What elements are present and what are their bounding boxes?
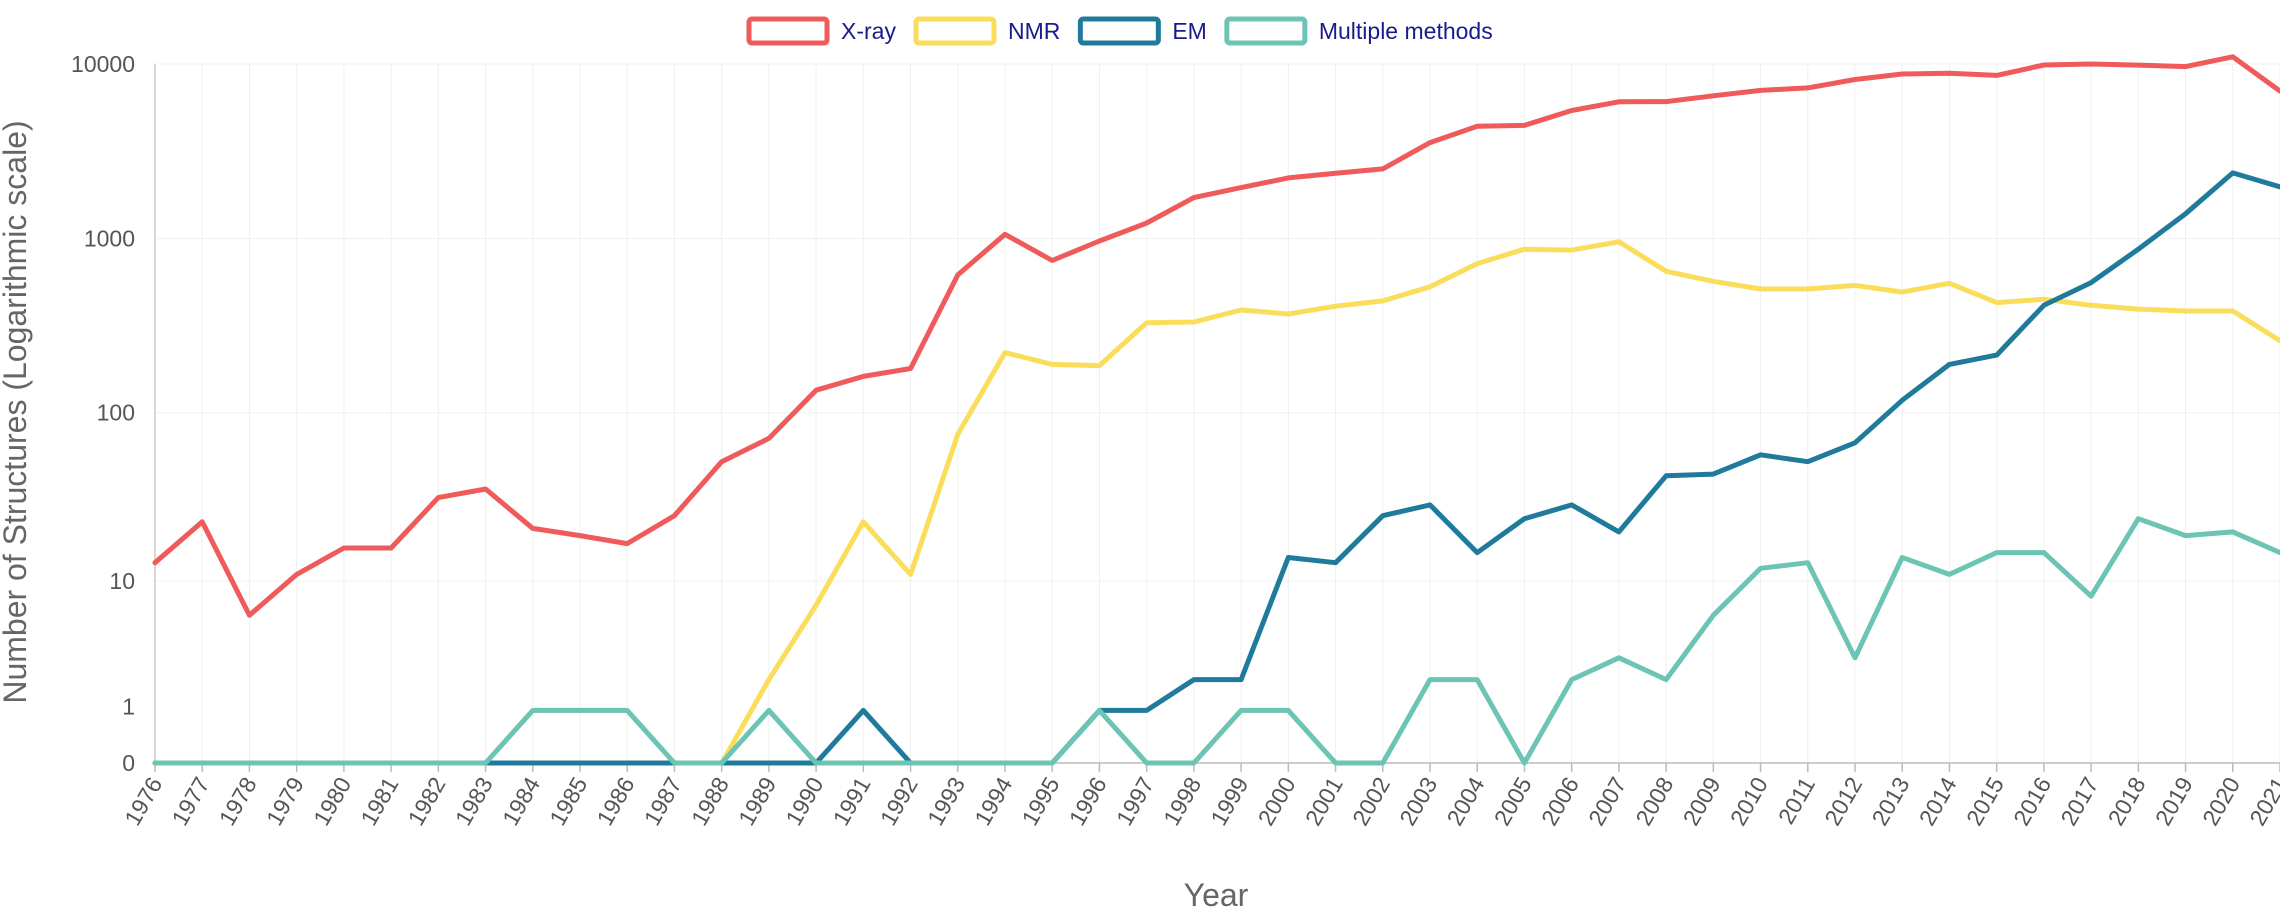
x-tick-label: 2013 xyxy=(1866,773,1914,830)
x-tick-label: 1978 xyxy=(214,773,262,830)
x-tick-label: 1976 xyxy=(119,773,167,830)
y-tick-label: 1 xyxy=(122,693,135,719)
series-line-em xyxy=(152,170,2280,766)
x-tick-label: 1989 xyxy=(733,773,781,830)
y-tick-label: 0 xyxy=(122,750,135,776)
legend-swatch xyxy=(1224,16,1308,46)
axes: 0 1 10 100 1000 10000 1976 1977 1978 1979 1980 1981… xyxy=(71,51,2280,830)
x-tick-label: 1996 xyxy=(1064,773,1112,830)
y-axis-title: Number of Structures (Logarithmic scale) xyxy=(0,120,33,703)
x-tick-label: 2020 xyxy=(2197,773,2245,830)
x-tick-label: 1990 xyxy=(780,773,828,830)
x-tick-label: 1999 xyxy=(1205,773,1253,830)
legend-swatch xyxy=(1077,16,1161,46)
x-tick-label: 2010 xyxy=(1725,773,1773,830)
x-tick-label: 1998 xyxy=(1158,773,1206,830)
x-tick-label: 2002 xyxy=(1347,773,1395,830)
y-tick-label: 10000 xyxy=(71,51,135,77)
x-tick-label: 1991 xyxy=(828,773,876,830)
x-tick-label: 2012 xyxy=(1819,773,1867,830)
x-tick-label: 2014 xyxy=(1914,772,1962,829)
legend[interactable]: X-ray NMR EM Multiple methods xyxy=(746,16,1493,46)
y-tick-label: 1000 xyxy=(84,226,135,252)
legend-label: NMR xyxy=(1008,18,1060,44)
grid xyxy=(154,63,2280,763)
x-tick-label: 2011 xyxy=(1773,773,1820,829)
series-line-x-ray xyxy=(152,54,2280,618)
y-tick-label: 100 xyxy=(97,400,135,426)
x-tick-label: 2001 xyxy=(1300,773,1348,830)
x-tick-label: 2008 xyxy=(1630,773,1678,830)
x-axis-title: Year xyxy=(1184,877,1249,912)
x-tick-label: 2016 xyxy=(2008,773,2056,830)
x-tick-label: 1981 xyxy=(355,773,403,830)
y-tick-label: 10 xyxy=(109,568,135,594)
x-tick-label: 1977 xyxy=(166,773,214,830)
x-tick-label: 2009 xyxy=(1678,773,1726,830)
x-tick-label: 2018 xyxy=(2103,773,2151,830)
series-line-multiple-methods xyxy=(152,516,2280,766)
x-tick-label: 1994 xyxy=(969,772,1017,829)
series-lines xyxy=(152,54,2280,766)
x-tick-label: 2004 xyxy=(1441,772,1489,829)
x-tick-label: 1985 xyxy=(544,773,592,830)
x-tick-label: 1984 xyxy=(497,772,545,829)
x-tick-label: 2005 xyxy=(1489,773,1537,830)
legend-label: Multiple methods xyxy=(1319,18,1493,44)
legend-item-nmr[interactable]: NMR xyxy=(913,16,1060,46)
x-tick-label: 2006 xyxy=(1536,773,1584,830)
x-tick-label: 2021 xyxy=(2244,773,2280,830)
legend-item-multiple-methods[interactable]: Multiple methods xyxy=(1224,16,1493,46)
x-tick-label: 2007 xyxy=(1583,773,1631,830)
x-tick-label: 1983 xyxy=(450,773,498,830)
x-tick-label: 1979 xyxy=(261,773,309,830)
x-tick-label: 2017 xyxy=(2055,773,2103,830)
x-tick-label: 1988 xyxy=(686,773,734,830)
x-tick-label: 1986 xyxy=(591,773,639,830)
x-tick-label: 2000 xyxy=(1253,773,1301,830)
x-tick-label: 1993 xyxy=(922,773,970,830)
legend-swatch xyxy=(913,16,997,46)
x-tick-label: 1980 xyxy=(308,773,356,830)
x-tick-label: 2003 xyxy=(1394,773,1442,830)
x-tick-label: 1995 xyxy=(1016,773,1064,830)
x-tick-label: 2015 xyxy=(1961,773,2009,830)
x-tick-label: 1992 xyxy=(875,773,923,830)
legend-label: EM xyxy=(1172,18,1207,44)
x-tick-label: 2019 xyxy=(2150,773,2198,830)
legend-item-x-ray[interactable]: X-ray xyxy=(746,16,896,46)
x-tick-label: 1987 xyxy=(639,773,687,830)
x-tick-label: 1982 xyxy=(403,773,451,830)
legend-label: X-ray xyxy=(841,18,896,44)
legend-item-em[interactable]: EM xyxy=(1077,16,1207,46)
series-line-nmr xyxy=(152,239,2280,766)
legend-swatch xyxy=(746,16,830,46)
x-tick-label: 1997 xyxy=(1111,773,1159,830)
